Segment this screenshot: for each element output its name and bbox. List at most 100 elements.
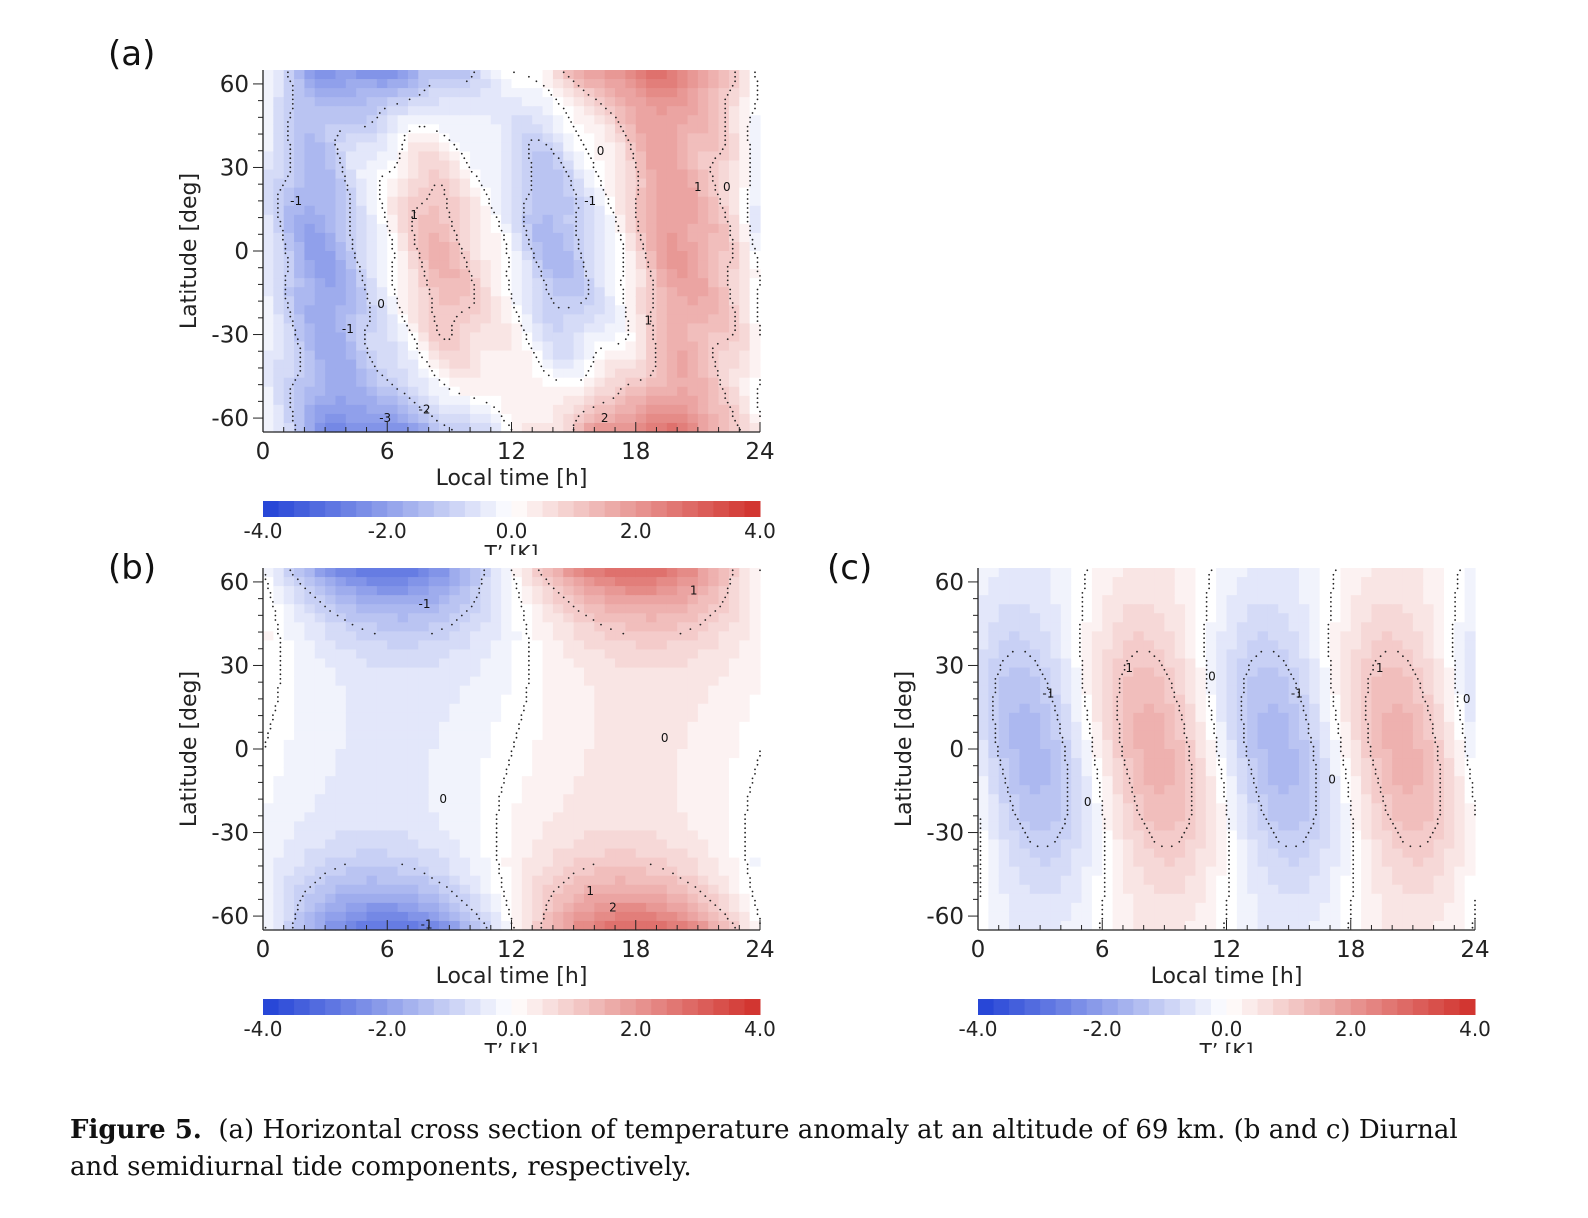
contour-dot	[455, 234, 458, 237]
heatmap-cell	[418, 359, 430, 370]
heatmap-cell	[283, 875, 295, 886]
heatmap-cell	[573, 377, 585, 388]
heatmap-cell	[294, 269, 306, 279]
heatmap-cell	[345, 911, 357, 922]
heatmap-cell	[387, 359, 399, 370]
heatmap-cell	[397, 359, 409, 370]
heatmap-field	[263, 568, 761, 931]
heatmap-cell	[615, 404, 626, 415]
heatmap-cell	[666, 287, 678, 297]
heatmap-cell	[263, 296, 274, 306]
heatmap-cell	[314, 97, 326, 107]
heatmap-cell	[418, 812, 430, 822]
heatmap-cell	[470, 115, 482, 125]
contour-dot	[744, 845, 746, 848]
contour-dot	[272, 718, 274, 721]
contour-dot	[304, 587, 307, 590]
heatmap-cell	[625, 821, 637, 832]
contour-dot	[349, 211, 351, 214]
heatmap-cell	[283, 377, 295, 388]
heatmap-cell	[625, 830, 637, 841]
heatmap-cell	[501, 296, 513, 306]
heatmap-cell	[573, 649, 585, 660]
heatmap-cell	[677, 640, 689, 651]
heatmap-cell	[749, 97, 761, 107]
heatmap-cell	[615, 88, 626, 98]
contour-dot	[289, 143, 292, 146]
heatmap-cell	[325, 586, 337, 596]
contour-dot	[398, 306, 401, 309]
heatmap-cell	[387, 260, 399, 270]
heatmap-cell	[376, 694, 388, 705]
heatmap-cell	[480, 776, 492, 786]
heatmap-cell	[697, 730, 709, 741]
heatmap-cell	[718, 739, 730, 750]
contour-dot	[746, 125, 749, 128]
heatmap-cell	[304, 667, 316, 678]
contour-dot	[289, 152, 292, 155]
contour-dot	[500, 415, 503, 418]
contour-dot	[495, 845, 498, 848]
heatmap-cell	[563, 586, 575, 596]
heatmap-cell	[687, 386, 699, 397]
heatmap-cell	[387, 703, 399, 714]
heatmap-cell	[314, 79, 326, 89]
heatmap-cell	[739, 97, 751, 107]
heatmap-cell	[387, 115, 399, 125]
heatmap-cell	[728, 857, 740, 868]
heatmap-cell	[376, 848, 388, 859]
contour-dot	[299, 361, 302, 363]
heatmap-cell	[439, 377, 450, 388]
heatmap-cell	[594, 613, 606, 623]
heatmap-cell	[335, 178, 347, 189]
heatmap-cell	[304, 739, 316, 750]
heatmap-cell	[490, 160, 502, 171]
heatmap-cell	[708, 124, 720, 134]
heatmap-cell	[459, 739, 471, 750]
contour-dot	[555, 379, 558, 381]
heatmap-cell	[656, 323, 668, 334]
heatmap-cell	[542, 106, 554, 116]
heatmap-cell	[325, 278, 337, 288]
colorbar-swatch	[697, 501, 714, 517]
heatmap-cell	[376, 577, 388, 587]
heatmap-cell	[439, 404, 450, 415]
heatmap-cell	[304, 124, 316, 134]
heatmap-cell	[345, 712, 357, 723]
heatmap-cell	[314, 386, 326, 397]
heatmap-cell	[739, 712, 751, 723]
heatmap-cell	[397, 422, 409, 433]
heatmap-cell	[635, 368, 647, 379]
heatmap-cell	[480, 269, 492, 279]
heatmap-cell	[294, 278, 306, 288]
heatmap-cell	[646, 314, 658, 324]
heatmap-cell	[532, 631, 544, 641]
heatmap-cell	[511, 785, 523, 795]
contour-label: 2	[601, 411, 609, 425]
heatmap-cell	[635, 386, 647, 397]
heatmap-cell	[532, 685, 544, 696]
heatmap-cell	[397, 658, 409, 669]
heatmap-cell	[573, 368, 585, 379]
heatmap-cell	[625, 133, 637, 143]
heatmap-cell	[376, 712, 388, 723]
colorbar-swatch	[527, 501, 544, 517]
heatmap-cell	[583, 106, 595, 116]
heatmap-cell	[532, 694, 544, 705]
heatmap-cell	[335, 323, 347, 334]
heatmap-cell	[594, 115, 606, 125]
heatmap-cell	[325, 386, 337, 397]
contour-label: 0	[661, 731, 669, 745]
heatmap-cell	[646, 187, 658, 198]
heatmap-cell	[490, 214, 502, 225]
heatmap-cell	[646, 305, 658, 315]
heatmap-cell	[511, 422, 523, 433]
heatmap-cell	[656, 767, 668, 777]
heatmap-cell	[511, 857, 523, 868]
heatmap-cell	[739, 151, 751, 162]
contour-dot	[520, 718, 523, 721]
contour-dot	[731, 302, 734, 304]
heatmap-cell	[697, 341, 709, 352]
contour-dot	[277, 628, 279, 630]
heatmap-cell	[521, 604, 533, 614]
